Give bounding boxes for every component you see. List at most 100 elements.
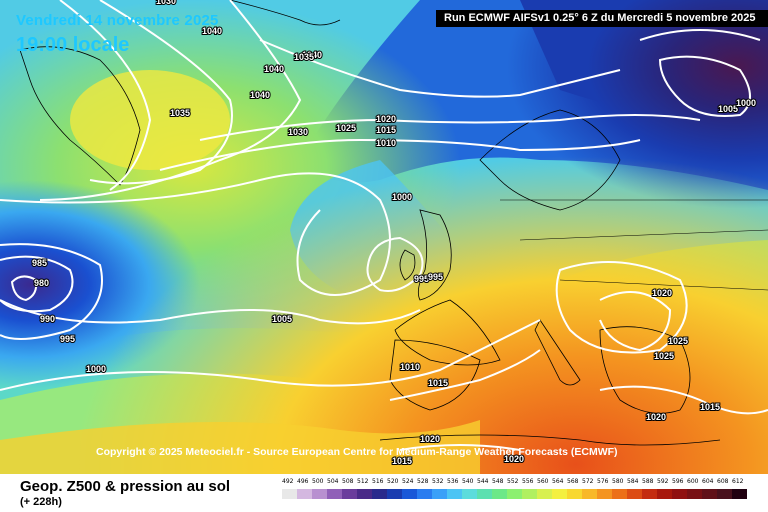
- isobar-label: 995: [428, 272, 443, 282]
- south-ridge: [0, 0, 768, 474]
- isobar-line: [0, 299, 421, 325]
- italy-coast: [534, 319, 581, 386]
- scale-label: 492: [282, 478, 294, 485]
- scale-label: 516: [372, 478, 384, 485]
- scale-swatch: [642, 489, 657, 499]
- isobar-line: [399, 444, 521, 451]
- scale-label: 536: [447, 478, 459, 485]
- scale-label: 584: [627, 478, 639, 485]
- isobar-label: 1030: [156, 0, 176, 6]
- scale-label: 568: [567, 478, 579, 485]
- isobar-label: 1040: [264, 64, 284, 74]
- scale-label: 504: [327, 478, 339, 485]
- scale-label: 580: [612, 478, 624, 485]
- isobar-label: 1020: [504, 454, 524, 464]
- scale-swatch: [522, 489, 537, 499]
- iberia-coast: [389, 339, 481, 411]
- scale-label: 556: [522, 478, 534, 485]
- scale-swatch: [627, 489, 642, 499]
- scale-label: 600: [687, 478, 699, 485]
- scale-swatch: [507, 489, 522, 499]
- isobar-line: [366, 236, 424, 292]
- isobar-label: 1020: [376, 114, 396, 124]
- isobar-label: 995: [414, 274, 429, 284]
- isobar-line: [199, 114, 701, 141]
- run-info: Run ECMWF AIFSv1 0.25° 6 Z du Mercredi 5…: [436, 10, 768, 27]
- isobar-line: [259, 39, 621, 98]
- scale-swatch: [702, 489, 717, 499]
- scale-swatch: [432, 489, 447, 499]
- scale-label: 532: [432, 478, 444, 485]
- isobar-label: 1010: [376, 138, 396, 148]
- isobar-line: [89, 0, 233, 185]
- scale-swatch: [342, 489, 357, 499]
- isobar-line: [599, 385, 768, 415]
- scale-label: 520: [387, 478, 399, 485]
- isobar-line: [59, 0, 152, 191]
- isobar-line: [555, 261, 688, 354]
- scale-label: 528: [417, 478, 429, 485]
- scale-label: 612: [732, 478, 744, 485]
- scale-swatch: [312, 489, 327, 499]
- scale-swatch: [297, 489, 312, 499]
- isobar-label: 1030: [288, 127, 308, 137]
- scale-swatch: [477, 489, 492, 499]
- valid-date: Vendredi 14 novembre 2025: [16, 12, 219, 29]
- scale-label: 496: [297, 478, 309, 485]
- north-africa-coast: [379, 434, 721, 446]
- isobar-lines: [0, 0, 768, 451]
- scale-label: 592: [657, 478, 669, 485]
- copyright-text: Copyright © 2025 Meteociel.fr - Source E…: [96, 446, 618, 458]
- scale-label: 544: [477, 478, 489, 485]
- scandinavia-coast: [479, 109, 621, 211]
- scale-swatch: [492, 489, 507, 499]
- isobar-label: 1010: [400, 362, 420, 372]
- isobar-line: [0, 319, 541, 391]
- scale-swatch: [717, 489, 732, 499]
- coastlines: [19, 0, 768, 446]
- isobar-label: 990: [40, 314, 55, 324]
- scale-label: 560: [537, 478, 549, 485]
- isobar-label: 1025: [668, 336, 688, 346]
- balkans-coast: [599, 326, 691, 414]
- isobar-line: [0, 172, 391, 296]
- iceland-coast: [229, 0, 341, 26]
- scale-swatch: [417, 489, 432, 499]
- isobar-line: [389, 349, 541, 401]
- isobar-label: 1020: [652, 288, 672, 298]
- isobar-line: [658, 55, 751, 117]
- isobar-line: [0, 243, 103, 340]
- greenland-coast: [19, 46, 141, 186]
- isobar-label: 1040: [202, 26, 222, 36]
- scale-swatch: [657, 489, 672, 499]
- isobar-line: [639, 29, 761, 41]
- scale-swatch: [672, 489, 687, 499]
- scale-swatch: [327, 489, 342, 499]
- valid-time: 19:00 locale: [16, 34, 130, 56]
- scale-label: 596: [672, 478, 684, 485]
- scale-swatch: [552, 489, 567, 499]
- scale-swatch: [732, 489, 747, 499]
- scale-swatch: [372, 489, 387, 499]
- scale-swatch: [402, 489, 417, 499]
- scale-swatch: [282, 489, 297, 499]
- isobar-line: [39, 0, 302, 201]
- legend-bar: Geop. Z500 & pression au sol (+ 228h) 49…: [0, 474, 768, 512]
- isobar-line: [599, 291, 672, 352]
- borders: [500, 199, 768, 291]
- scale-label: 552: [507, 478, 519, 485]
- scale-label: 508: [342, 478, 354, 485]
- isobar-label: 985: [32, 258, 47, 268]
- scale-label: 572: [582, 478, 594, 485]
- scale-label: 500: [312, 478, 324, 485]
- scale-swatch: [387, 489, 402, 499]
- scale-swatch: [567, 489, 582, 499]
- scale-label: 608: [717, 478, 729, 485]
- isobar-label: 1040: [302, 50, 322, 60]
- isobar-label: 1025: [654, 351, 674, 361]
- scale-label: 604: [702, 478, 714, 485]
- isobar-label: 1020: [646, 412, 666, 422]
- isobar-label: 1005: [272, 314, 292, 324]
